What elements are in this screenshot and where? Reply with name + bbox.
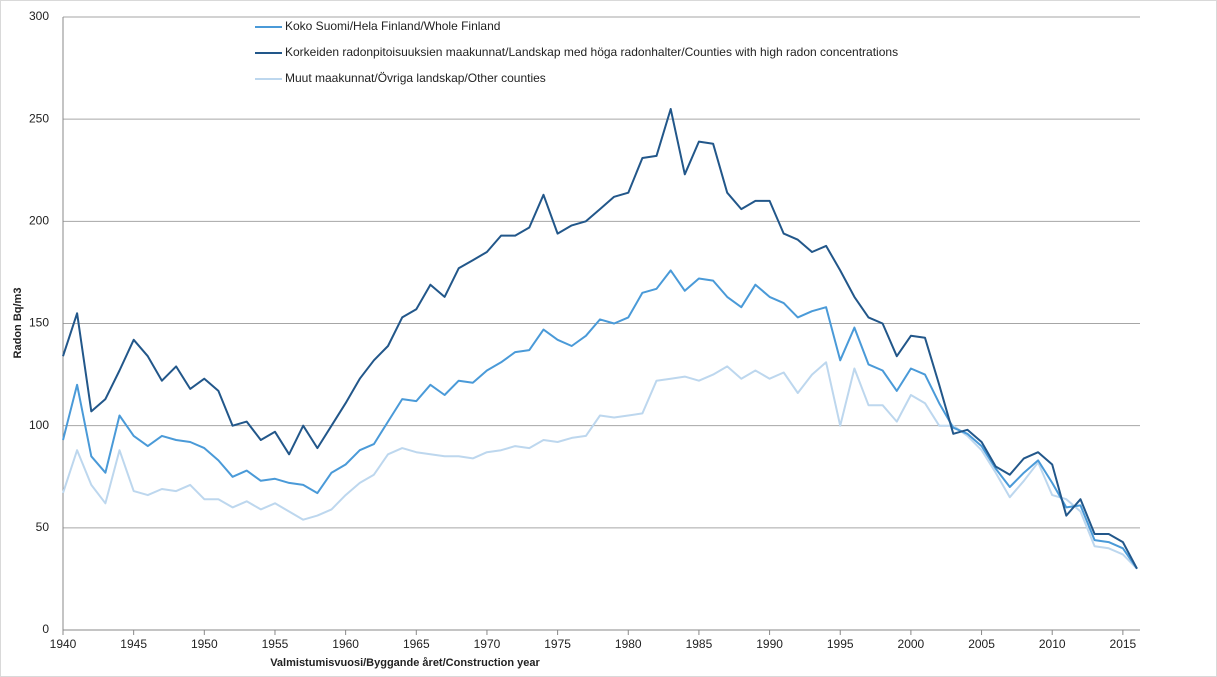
x-tick-label: 1950 bbox=[191, 637, 218, 651]
y-tick-label: 200 bbox=[29, 214, 49, 228]
x-tick-label: 2005 bbox=[968, 637, 995, 651]
x-tick-label: 1995 bbox=[827, 637, 854, 651]
legend-label: Korkeiden radonpitoisuuksien maakunnat/L… bbox=[285, 45, 898, 59]
y-tick-label: 0 bbox=[42, 622, 49, 636]
x-tick-label: 1955 bbox=[262, 637, 289, 651]
y-tick-label: 150 bbox=[29, 316, 49, 330]
x-tick-label: 1960 bbox=[332, 637, 359, 651]
series-line bbox=[62, 269, 1138, 570]
x-tick-label: 1985 bbox=[686, 637, 713, 651]
y-axis-title: Radon Bq/m3 bbox=[12, 288, 24, 359]
x-tick-label: 1965 bbox=[403, 637, 430, 651]
x-tick-label: 1940 bbox=[50, 637, 77, 651]
legend-label: Koko Suomi/Hela Finland/Whole Finland bbox=[285, 19, 500, 33]
x-tick-label: 1945 bbox=[120, 637, 147, 651]
x-tick-label: 2015 bbox=[1110, 637, 1137, 651]
x-tick-label: 2010 bbox=[1039, 637, 1066, 651]
y-tick-label: 50 bbox=[36, 520, 50, 534]
series-line bbox=[62, 108, 1138, 570]
x-tick-label: 1970 bbox=[474, 637, 501, 651]
y-tick-label: 250 bbox=[29, 111, 49, 125]
x-tick-label: 1980 bbox=[615, 637, 642, 651]
x-tick-label: 2000 bbox=[898, 637, 925, 651]
x-tick-label: 1990 bbox=[756, 637, 783, 651]
y-tick-label: 300 bbox=[29, 9, 49, 23]
x-axis-title: Valmistumisvuosi/Byggande året/Construct… bbox=[270, 657, 540, 669]
legend-label: Muut maakunnat/Övriga landskap/Other cou… bbox=[285, 71, 546, 85]
x-tick-label: 1975 bbox=[544, 637, 571, 651]
y-tick-label: 100 bbox=[29, 418, 49, 432]
